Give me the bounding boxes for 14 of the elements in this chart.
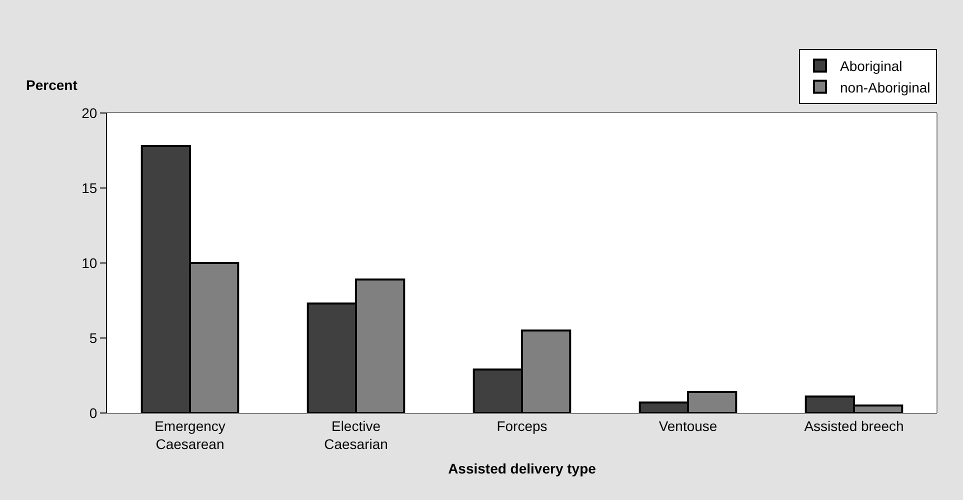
y-tick-label: 15 <box>82 180 98 196</box>
legend-label: non-Aboriginal <box>840 79 930 96</box>
legend-label: Aboriginal <box>840 58 902 74</box>
y-tick-label: 0 <box>89 404 98 421</box>
x-tick-label: Emergency Caesarean <box>154 418 226 452</box>
y-axis-title: Percent <box>26 77 78 93</box>
y-tick-label: 5 <box>89 330 98 346</box>
x-tick-label: Elective Caesarian <box>324 418 388 452</box>
y-tick-label: 20 <box>82 104 98 121</box>
x-tick-label: Forceps <box>496 418 548 434</box>
x-tick-label: Assisted breech <box>804 418 904 434</box>
y-tick-label: 10 <box>82 254 98 271</box>
x-axis-title: Assisted delivery type <box>448 460 596 476</box>
x-tick-label: Ventouse <box>658 418 718 434</box>
